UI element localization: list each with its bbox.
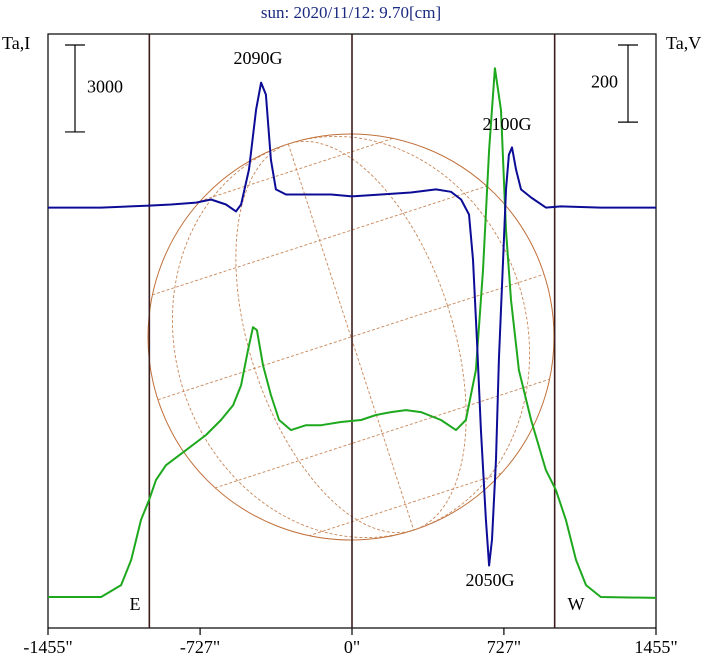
annotation: 2100G [483, 114, 532, 134]
sun-disc [147, 133, 555, 541]
x-tick-label: 0" [344, 637, 360, 657]
y2-axis-label: Ta,V [666, 33, 701, 53]
series-line [48, 67, 657, 599]
annotation: 2090G [234, 48, 283, 68]
scale-bar-label: 3000 [87, 77, 123, 97]
annotation: E [130, 594, 141, 614]
chart-title: sun: 2020/11/12: 9.70[cm] [261, 3, 441, 22]
x-tick-label: -1455" [23, 637, 72, 657]
x-tick-label: 1455" [634, 637, 677, 657]
x-tick-label: 727" [487, 637, 521, 657]
y-axis-label: Ta,I [2, 33, 30, 53]
annotation: W [568, 594, 585, 614]
x-tick-label: -727" [180, 637, 220, 657]
series-line [48, 81, 656, 567]
annotation: 2050G [466, 570, 515, 590]
scale-bar-label: 200 [591, 72, 618, 92]
